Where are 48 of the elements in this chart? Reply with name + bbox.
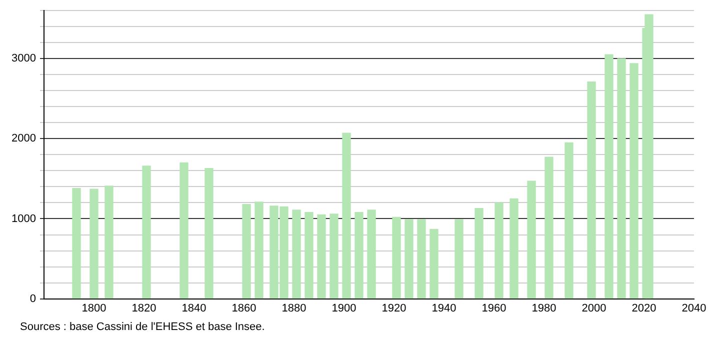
bar (204, 168, 214, 299)
bar (587, 82, 596, 299)
bar (604, 54, 614, 299)
y-tick-label: 3000 (12, 52, 36, 65)
x-tick-label: 1960 (482, 302, 506, 314)
x-tick-label: 1800 (82, 302, 106, 314)
bar (242, 204, 251, 299)
x-tick-label: 1980 (532, 302, 556, 314)
bar (330, 214, 338, 299)
x-tick-label: 1900 (332, 302, 356, 314)
bar (317, 214, 326, 299)
bar (454, 219, 464, 299)
bar (430, 228, 438, 299)
y-tick-label: 1000 (12, 212, 36, 225)
x-tick-label: 1820 (132, 302, 156, 314)
bar (404, 219, 414, 299)
bar (617, 58, 626, 299)
bar (474, 208, 484, 299)
bar (544, 156, 554, 299)
x-tick-label: 2040 (682, 302, 706, 314)
bar (367, 210, 376, 299)
y-tick-label: 2000 (12, 132, 36, 145)
bar (104, 186, 114, 299)
bar (254, 202, 264, 299)
x-tick-label: 1940 (432, 302, 456, 314)
bar (180, 162, 188, 299)
x-tick-label: 2000 (582, 302, 606, 314)
bar (354, 212, 364, 299)
x-tick-label: 1880 (282, 302, 306, 314)
x-tick-label: 1840 (182, 302, 206, 314)
bar (72, 188, 81, 299)
bar (564, 142, 574, 299)
x-tick-label: 2020 (632, 302, 656, 314)
bar (292, 210, 301, 299)
bar (90, 188, 98, 299)
bar (494, 202, 504, 299)
bar (417, 219, 426, 299)
bar (630, 63, 638, 299)
bar (142, 166, 151, 299)
bar (342, 132, 351, 299)
x-tick-label: 1860 (232, 302, 256, 314)
x-tick-label: 1920 (382, 302, 406, 314)
bar (527, 180, 536, 299)
bar (304, 212, 314, 299)
source-note: Sources : base Cassini de l'EHESS et base Insee. (20, 321, 265, 333)
y-tick-label: 0 (30, 292, 36, 305)
bar (392, 216, 401, 299)
bar (510, 198, 518, 299)
